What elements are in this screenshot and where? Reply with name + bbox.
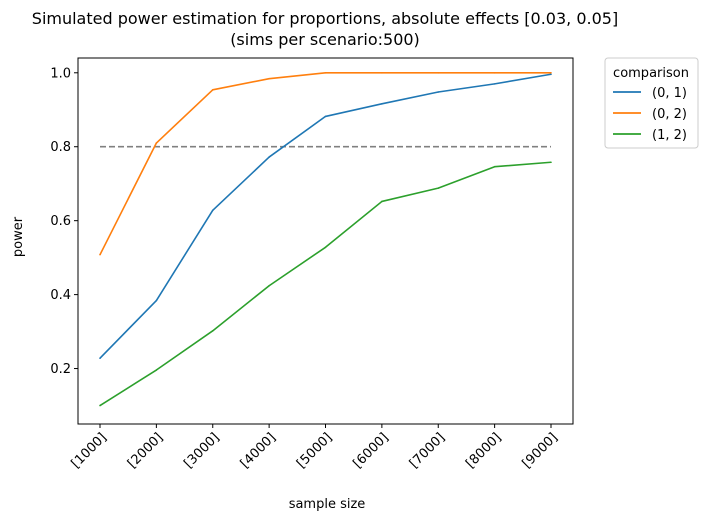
- data-point-1-5: [381, 71, 383, 74]
- series-line-1: [99, 71, 551, 256]
- data-point-2-8: [550, 161, 552, 164]
- axes: 0.2 0.4 0.6 0.8 1.0 [1000] [2000] [3000] [4000] […: [50, 57, 574, 471]
- data-point-1-3: [268, 77, 270, 80]
- data-point-2-0: [99, 404, 101, 407]
- y-tick-label-3: 0.8: [50, 140, 71, 155]
- data-point-0-2: [211, 209, 214, 212]
- data-point-0-3: [268, 156, 270, 158]
- data-point-0-4: [324, 115, 327, 118]
- data-point-2-7: [493, 165, 496, 168]
- data-point-0-5: [381, 103, 383, 105]
- x-tick-label-3: [4000]: [238, 430, 279, 471]
- data-point-1-8: [550, 71, 552, 74]
- legend-label-1: (0, 2): [652, 107, 687, 122]
- legend-items: (0, 1) (0, 2) (1, 2): [613, 86, 687, 143]
- data-point-2-4: [324, 246, 327, 249]
- data-point-2-6: [437, 187, 440, 189]
- plot-area: [99, 71, 552, 407]
- chart-title-line1: Simulated power estimation for proportio…: [32, 9, 618, 28]
- data-point-2-2: [211, 330, 214, 332]
- data-point-2-3: [268, 284, 270, 287]
- data-point-1-6: [437, 71, 440, 74]
- data-point-1-7: [493, 71, 496, 74]
- x-tick-label-8: [9000]: [520, 430, 561, 471]
- data-point-0-6: [437, 91, 440, 93]
- x-tick-label-5: [6000]: [351, 430, 392, 471]
- x-tick-label-1: [2000]: [125, 430, 166, 471]
- axes-frame: [77, 57, 574, 425]
- legend: comparison (0, 1) (0, 2) (1, 2): [604, 57, 699, 149]
- legend-frame: [604, 57, 699, 149]
- chart-title-line2: (sims per scenario:500): [230, 30, 420, 49]
- data-point-0-1: [155, 299, 158, 302]
- data-point-0-0: [99, 357, 101, 359]
- data-point-2-5: [381, 200, 383, 203]
- y-tick-label-1: 0.4: [50, 288, 71, 303]
- data-point-1-4: [324, 71, 327, 74]
- x-tick-label-0: [1000]: [69, 430, 110, 471]
- x-tick-label-4: [5000]: [294, 430, 335, 471]
- legend-label-2: (1, 2): [652, 128, 687, 143]
- data-point-0-7: [493, 83, 496, 85]
- data-point-1-0: [99, 253, 101, 256]
- legend-title: comparison: [613, 66, 689, 81]
- x-tick-label-6: [7000]: [407, 430, 448, 471]
- x-tick-label-2: [3000]: [181, 430, 222, 471]
- legend-label-0: (0, 1): [652, 86, 687, 101]
- data-point-1-2: [211, 88, 214, 91]
- x-tick-label-7: [8000]: [463, 430, 504, 471]
- y-tick-label-0: 0.2: [50, 362, 71, 377]
- data-point-2-1: [155, 369, 158, 371]
- data-point-0-8: [550, 73, 552, 76]
- data-point-1-1: [155, 142, 158, 144]
- y-tick-label-4: 1.0: [50, 66, 71, 81]
- x-axis-label: sample size: [289, 497, 366, 512]
- y-axis-label: power: [11, 216, 26, 257]
- y-tick-label-2: 0.6: [50, 214, 71, 229]
